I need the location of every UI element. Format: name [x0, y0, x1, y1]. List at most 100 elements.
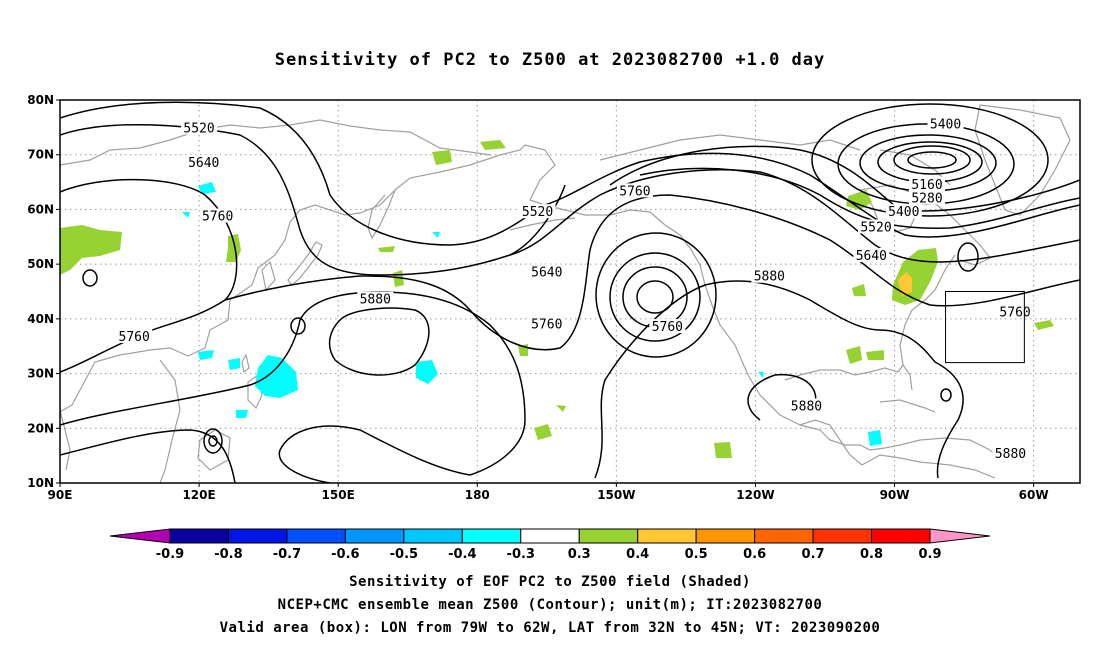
- contour-label: 5400: [930, 118, 961, 133]
- contour-label: 5760: [652, 320, 683, 335]
- contour-deep-low-2: [893, 145, 971, 175]
- contour-label-bg: [909, 176, 945, 191]
- contour-deep-low-6: [811, 103, 1049, 217]
- shade-negative-taiwan: [198, 350, 240, 370]
- shade-positive-tropics2: [556, 405, 566, 412]
- shade-strong-positive-eastcoast: [898, 272, 912, 296]
- shade-positive-arctic: [480, 140, 506, 150]
- colorbar-label: 0.6: [743, 547, 766, 562]
- caption-line1: Sensitivity of EOF PC2 to Z500 field (Sh…: [349, 574, 751, 590]
- colorbar-extend-low: [109, 528, 171, 544]
- contour-label: 5880: [754, 270, 785, 285]
- colorbar-cell: [754, 528, 814, 544]
- colorbar-cell: [344, 528, 405, 544]
- shade-positive-tropics1: [534, 424, 552, 440]
- contour-canada-trough-2: [639, 167, 1080, 229]
- contour-5880-wpac: [278, 425, 471, 483]
- lon-label: 120W: [736, 488, 774, 502]
- lon-label: 120E: [182, 488, 215, 502]
- contour-label-bg: [858, 219, 894, 234]
- contour-label: 5520: [183, 121, 214, 136]
- philippines-coastline: [247, 373, 263, 410]
- contour-label-bg: [199, 208, 236, 223]
- colorbar-cell: [403, 528, 463, 544]
- aleutian-coastline: [509, 217, 576, 231]
- arctic-siberia-coastline: [60, 119, 491, 166]
- colorbar-label: 0.5: [685, 547, 708, 562]
- shade-positive-tropics3: [714, 442, 732, 458]
- taiwan-coastline: [241, 353, 250, 374]
- florida-coastline: [902, 364, 913, 391]
- shade-positive-canada: [846, 190, 872, 210]
- plot-frame: [59, 99, 1081, 484]
- contour-label: 5880: [995, 447, 1026, 462]
- shade-negative-asia: [198, 182, 216, 194]
- caption-line3: Valid area (box): LON from 79W to 62W, L…: [219, 620, 881, 636]
- contour-label-bg: [116, 328, 153, 343]
- colorbar-label: -0.6: [331, 547, 359, 562]
- colorbar-label: -0.7: [273, 547, 301, 562]
- colorbar-label: 0.3: [568, 547, 591, 562]
- contour-label-bg: [528, 316, 565, 331]
- kamchatka-coastline: [367, 189, 396, 240]
- colorbar-label: 0.8: [860, 547, 883, 562]
- contour-label-bg: [927, 116, 964, 131]
- colorbar-cell: [227, 528, 288, 544]
- contour-label: 5520: [860, 220, 891, 235]
- shade-positive-lakes: [852, 284, 866, 296]
- contour-low-ring3: [609, 252, 701, 342]
- alaska-coastline: [524, 144, 863, 466]
- colorbar-cell: [286, 528, 346, 544]
- shade-positive-gulf: [846, 346, 884, 364]
- shade-negative-caribbean: [868, 430, 882, 446]
- colorbar-label: 0.4: [626, 547, 649, 562]
- colorbar-cell: [871, 528, 931, 544]
- asia-coastline: [60, 144, 526, 413]
- contour-small-3: [203, 428, 223, 454]
- contour-label: 5880: [791, 399, 822, 414]
- contour-deep-low-1: [907, 151, 957, 169]
- lat-label: 50N: [27, 257, 54, 271]
- colorbar-label: 0.7: [802, 547, 825, 562]
- canada-arctic-coastline: [599, 134, 861, 161]
- z500-contours: [60, 101, 1080, 483]
- colorbar-cell: [812, 528, 873, 544]
- contour-5640-branch: [509, 184, 566, 256]
- lon-label: 150E: [322, 488, 355, 502]
- colorbar-cell: [695, 528, 756, 544]
- contour-5880-tropical-low: [60, 429, 236, 483]
- shade-negative-philippine-sea: [255, 355, 298, 398]
- contour-5760-main: [60, 178, 238, 373]
- colorbar-label: -0.8: [214, 547, 242, 562]
- colorbar-extend-high: [929, 528, 991, 544]
- contour-label: 5760: [119, 330, 150, 345]
- colorbar-label: -0.5: [390, 547, 418, 562]
- contour-label-bg: [992, 446, 1029, 461]
- colorbar-label: -0.9: [156, 547, 184, 562]
- lon-label: 150W: [597, 488, 635, 502]
- lat-label: 70N: [27, 148, 54, 162]
- shade-positive-west: [60, 225, 122, 275]
- shade-negative-scs: [236, 410, 248, 418]
- contour-5880-closed-pacific: [328, 307, 430, 376]
- shade-positive-siberia: [432, 150, 452, 165]
- greenland-coastline: [974, 104, 1071, 216]
- contour-labels: 5520 5640 5760 5760 5880 5520 5640 5760 5760 5760…: [116, 116, 1034, 462]
- contour-label-bg: [528, 264, 565, 279]
- colorbar-cell: [169, 528, 229, 544]
- lat-label: 60N: [27, 202, 54, 216]
- us-east-coastline: [784, 254, 956, 381]
- shade-positive-asia: [226, 234, 241, 262]
- lon-label: 90E: [48, 488, 73, 502]
- contour-5880-inner-east: [747, 373, 817, 421]
- contour-label-bg: [519, 204, 556, 219]
- contour-label-bg: [909, 190, 945, 205]
- contour-label: 5280: [911, 191, 942, 206]
- lon-label: 180: [465, 488, 490, 502]
- cuba-coastline: [879, 399, 936, 413]
- shade-negative-asia3: [432, 232, 440, 238]
- colorbar-label: -0.4: [448, 547, 476, 562]
- colorbar-cell: [637, 528, 697, 544]
- japan-coastline: [287, 241, 323, 286]
